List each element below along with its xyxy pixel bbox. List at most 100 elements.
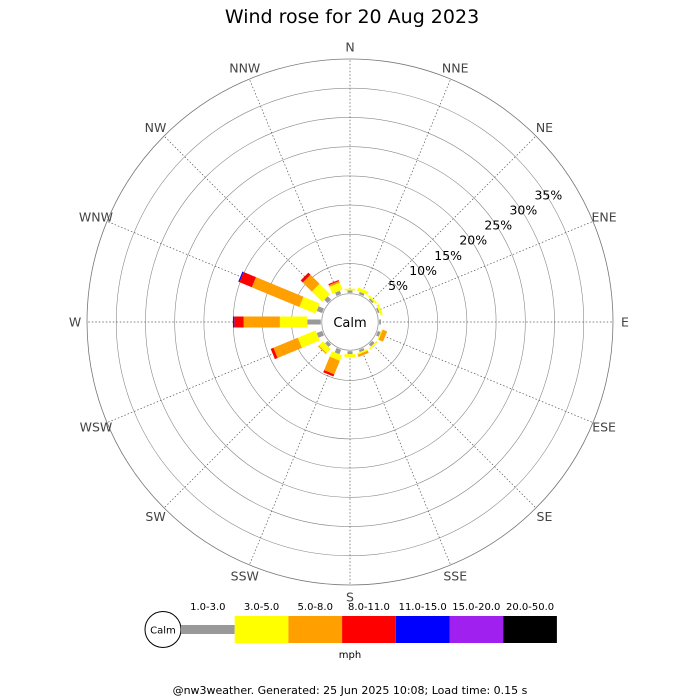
- legend-label-20.0-50.0: 20.0-50.0: [506, 602, 554, 613]
- bar-wnw-3.0-5.0: [299, 296, 320, 314]
- spoke-nne: [360, 78, 451, 296]
- legend-swatch-15.0-20.0: [449, 616, 504, 643]
- bar-ese-1.0-3.0: [376, 330, 381, 337]
- bar-wnw-11.0-15.0: [238, 271, 244, 283]
- legend-label-3.0-5.0: 3.0-5.0: [244, 602, 279, 613]
- bars: [233, 271, 388, 377]
- dir-label-ene: ENE: [591, 209, 616, 224]
- dir-label-sw: SW: [145, 509, 165, 524]
- grid-ring: [115, 87, 585, 557]
- spoke-ssw: [249, 348, 340, 566]
- legend-swatch-1.0-3.0: [181, 625, 235, 634]
- legend-swatch-5.0-8.0: [288, 616, 343, 643]
- bar-nnw-8.0-11.0: [328, 279, 339, 286]
- bar-ese-3.0-5.0: [377, 329, 383, 340]
- footer-text: @nw3weather. Generated: 25 Jun 2025 10:0…: [173, 684, 528, 697]
- spoke-nw: [163, 135, 330, 302]
- bar-nnw-3.0-5.0: [329, 282, 343, 294]
- bar-ssw-5.0-8.0: [324, 356, 340, 375]
- bar-nnw-1.0-3.0: [335, 290, 342, 296]
- bar-w-3.0-5.0: [279, 316, 308, 328]
- spoke-ene: [376, 221, 594, 312]
- bar-nne-1.0-3.0: [358, 291, 365, 296]
- bar-sw-3.0-5.0: [318, 341, 331, 354]
- dir-label-nne: NNE: [442, 60, 469, 75]
- ring-label: 5%: [388, 278, 408, 293]
- dir-label-e: E: [621, 315, 629, 330]
- bar-wnw-1.0-3.0: [316, 306, 324, 314]
- bar-w-5.0-8.0: [243, 316, 280, 328]
- bar-n-3.0-5.0: [344, 288, 356, 291]
- bar-sw-1.0-3.0: [325, 340, 332, 347]
- bar-se-1.0-3.0: [368, 340, 375, 347]
- bar-nw-8.0-11.0: [300, 272, 311, 283]
- bar-w-1.0-3.0: [307, 319, 321, 325]
- calm-label: Calm: [333, 316, 366, 331]
- dir-label-sse: SSE: [443, 569, 467, 584]
- bar-sw-5.0-8.0: [318, 345, 327, 354]
- dir-label-se: SE: [537, 509, 553, 524]
- bar-wsw-8.0-11.0: [270, 347, 278, 360]
- dir-label-nnw: NNW: [229, 60, 260, 75]
- bar-ese-5.0-8.0: [378, 329, 388, 342]
- spoke-sw: [163, 342, 330, 509]
- dir-label-wnw: WNW: [79, 209, 113, 224]
- legend-label-5.0-8.0: 5.0-8.0: [298, 602, 333, 613]
- bar-ene-1.0-3.0: [376, 307, 380, 314]
- labels: N NNE NE ENE E ESE SE SSE S SSW SW WSW W WNW NW NNW 5%10…: [69, 40, 629, 605]
- bar-sse-3.0-5.0: [356, 349, 368, 355]
- bar-se-3.0-5.0: [368, 340, 378, 350]
- dir-label-ese: ESE: [592, 420, 616, 435]
- calm-circle: [321, 293, 379, 351]
- ring-label: 10%: [409, 263, 437, 278]
- ring-label: 35%: [534, 188, 562, 203]
- spoke-se: [370, 342, 537, 509]
- legend-label-8.0-11.0: 8.0-11.0: [348, 602, 390, 613]
- bar-wsw-5.0-8.0: [273, 337, 302, 358]
- legend-label-11.0-15.0: 11.0-15.0: [399, 602, 447, 613]
- bar-ssw-1.0-3.0: [334, 348, 342, 355]
- grid-ring: [174, 146, 526, 498]
- bar-e-1.0-3.0: [379, 319, 381, 325]
- legend-swatch-11.0-15.0: [395, 616, 450, 643]
- legend-calm-label: Calm: [150, 626, 176, 637]
- spoke-ne: [370, 135, 537, 302]
- legend-unit: mph: [339, 650, 361, 661]
- bar-wsw-3.0-5.0: [297, 330, 320, 348]
- bar-w-8.0-11.0: [234, 316, 244, 328]
- legend-label-15.0-20.0: 15.0-20.0: [452, 602, 500, 613]
- legend-swatch-20.0-50.0: [503, 616, 557, 643]
- bar-ssw-3.0-5.0: [329, 351, 343, 361]
- ring-label: 30%: [509, 203, 537, 218]
- bar-s-1.0-3.0: [347, 351, 353, 355]
- bar-ssw-8.0-11.0: [323, 370, 335, 377]
- bar-nw-3.0-5.0: [311, 283, 330, 302]
- bar-n-1.0-3.0: [347, 290, 353, 293]
- legend-swatch-8.0-11.0: [342, 616, 396, 643]
- bar-sse-1.0-3.0: [358, 348, 365, 353]
- grid: [86, 58, 614, 586]
- legend-swatch-3.0-5.0: [234, 616, 289, 643]
- outer-ring: [86, 58, 614, 586]
- bar-nne-3.0-5.0: [356, 287, 369, 295]
- dir-label-w: W: [69, 315, 81, 330]
- bar-sse-5.0-8.0: [357, 350, 369, 358]
- bar-nw-1.0-3.0: [324, 296, 332, 304]
- dir-label-wsw: WSW: [80, 420, 113, 435]
- dir-label-ne: NE: [536, 120, 553, 135]
- spoke-sse: [360, 348, 451, 566]
- ring-label: 15%: [434, 248, 462, 263]
- bar-nnw-5.0-8.0: [328, 281, 340, 287]
- bar-ne-3.0-5.0: [368, 294, 378, 304]
- bar-s-3.0-5.0: [344, 354, 356, 358]
- chart-title: Wind rose for 20 Aug 2023: [225, 6, 479, 28]
- spoke-nnw: [249, 78, 340, 296]
- ring-label: 25%: [484, 218, 512, 233]
- bar-wnw-8.0-11.0: [239, 271, 256, 288]
- ring-label: 20%: [459, 233, 487, 248]
- spoke-ese: [376, 332, 594, 423]
- legend-label-1.0-3.0: 1.0-3.0: [190, 602, 225, 613]
- bar-wnw-5.0-8.0: [251, 277, 304, 307]
- dir-label-n: N: [345, 40, 354, 55]
